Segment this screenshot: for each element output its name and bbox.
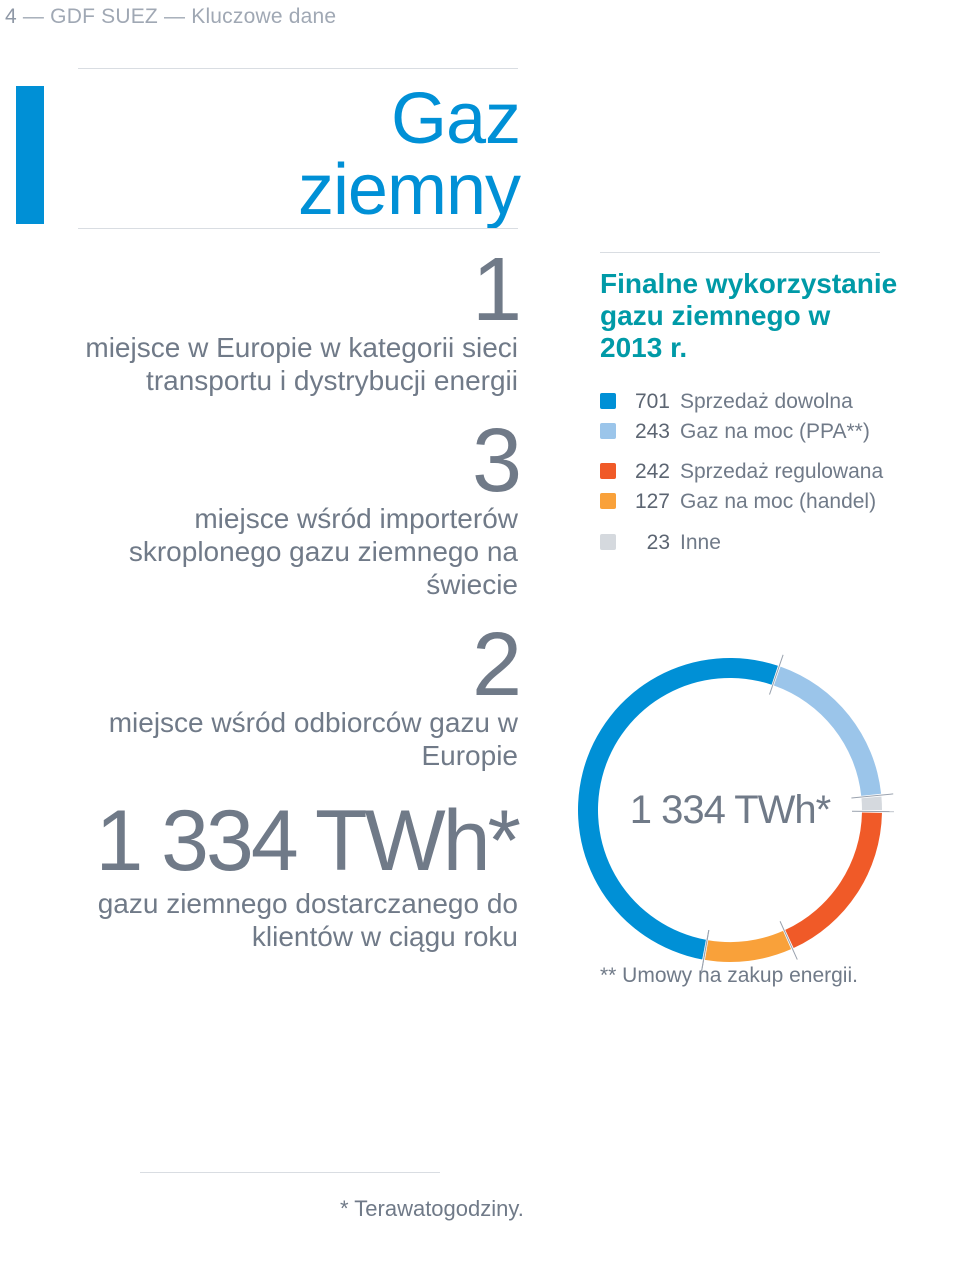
donut-center-text: 1 334 TWh*: [560, 640, 900, 980]
stat-1-desc: miejsce w Europie w kategorii sieci tran…: [78, 331, 518, 397]
stat-1-number: 1: [78, 250, 518, 331]
legend-swatch: [600, 463, 616, 479]
title-line2: ziemny: [298, 150, 520, 230]
title-line1: Gaz: [391, 79, 520, 159]
stat-3-number: 2: [78, 625, 518, 706]
legend-label: Sprzedaż regulowana: [680, 459, 900, 485]
right-column: Finalne wykorzystanie gazu ziemnego w 20…: [600, 250, 900, 570]
legend-value: 243: [626, 419, 670, 445]
bottom-rule: [140, 1172, 440, 1173]
legend-value: 127: [626, 489, 670, 515]
title-accent-bar: [16, 86, 44, 224]
big-stat-desc: gazu ziemnego dostarczanego do klientów …: [78, 887, 518, 953]
legend-item: 243 Gaz na moc (PPA**): [600, 419, 900, 445]
header-section: Kluczowe dane: [191, 5, 336, 28]
donut-chart: 1 334 TWh*: [560, 640, 900, 980]
header-sep2: —: [158, 5, 191, 28]
legend-item: 701 Sprzedaż dowolna: [600, 389, 900, 415]
legend-label: Gaz na moc (PPA**): [680, 419, 900, 445]
legend-value: 242: [626, 459, 670, 485]
legend-item: 127 Gaz na moc (handel): [600, 489, 900, 515]
stat-2-number: 3: [78, 421, 518, 502]
page-title: Gaz ziemny: [78, 70, 520, 233]
legend-swatch: [600, 493, 616, 509]
stat-2-desc: miejsce wśród importerów skroplonego gaz…: [78, 502, 518, 601]
legend-block-1: 701 Sprzedaż dowolna 243 Gaz na moc (PPA…: [600, 389, 900, 446]
right-heading: Finalne wykorzystanie gazu ziemnego w 20…: [600, 268, 900, 365]
legend-value: 23: [626, 530, 670, 556]
legend-swatch: [600, 423, 616, 439]
legend-swatch: [600, 534, 616, 550]
header-brand: GDF SUEZ: [50, 5, 158, 28]
big-stat-number: 1 334 TWh*: [78, 796, 518, 886]
legend-block-3: 23 Inne: [600, 530, 900, 556]
page-header: 4 — GDF SUEZ — Kluczowe dane: [0, 0, 960, 29]
title-rule-top: [78, 68, 518, 69]
stats-column: 1 miejsce w Europie w kategorii sieci tr…: [78, 250, 518, 977]
footnote-ppa: ** Umowy na zakup energii.: [600, 964, 858, 988]
page-number: 4: [5, 5, 17, 28]
stat-3-desc: miejsce wśród odbiorców gazu w Europie: [78, 706, 518, 772]
legend-value: 701: [626, 389, 670, 415]
legend-item: 242 Sprzedaż regulowana: [600, 459, 900, 485]
title-block: Gaz ziemny: [78, 70, 520, 233]
legend-swatch: [600, 393, 616, 409]
legend-label: Inne: [680, 530, 900, 556]
legend-label: Sprzedaż dowolna: [680, 389, 900, 415]
footnote-twh: * Terawatogodziny.: [340, 1196, 524, 1222]
legend-label: Gaz na moc (handel): [680, 489, 900, 515]
legend-block-2: 242 Sprzedaż regulowana 127 Gaz na moc (…: [600, 459, 900, 516]
title-rule-bottom: [78, 228, 518, 229]
header-sep1: —: [17, 5, 50, 28]
legend-item: 23 Inne: [600, 530, 900, 556]
